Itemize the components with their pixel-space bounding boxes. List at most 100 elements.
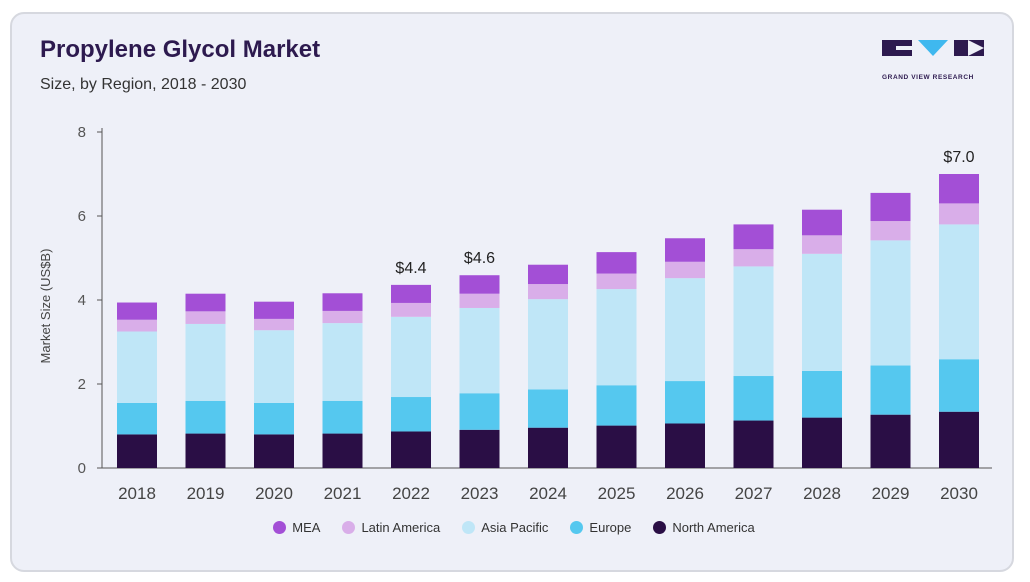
bar-segment-europe-2024 (528, 389, 568, 428)
y-tick-label: 0 (78, 460, 86, 477)
bar-segment-mea-2027 (733, 224, 774, 250)
legend-swatch (342, 521, 356, 534)
legend-item-asia-pacific: Asia Pacific (462, 520, 548, 535)
bar-segment-north-america-2029 (870, 414, 911, 468)
bar-segment-asia-pacific-2028 (802, 253, 842, 371)
x-tick-label-2029: 2029 (872, 484, 910, 503)
legend-label: Latin America (361, 520, 441, 535)
legend-item-north-america: North America (653, 520, 755, 535)
bar-segment-latin-america-2022 (391, 302, 431, 317)
chart-subtitle: Size, by Region, 2018 - 2030 (40, 76, 247, 93)
data-label-2022: $4.4 (395, 260, 426, 277)
x-tick-label-2022: 2022 (392, 484, 430, 503)
bar-segment-europe-2029 (870, 365, 911, 415)
bar-segment-north-america-2018 (117, 434, 157, 468)
bar-segment-north-america-2026 (665, 423, 705, 468)
bar-segment-mea-2023 (459, 275, 500, 294)
legend-swatch (462, 521, 476, 534)
bar-segment-europe-2020 (254, 402, 294, 435)
bar-segment-latin-america-2030 (939, 203, 979, 225)
chart-card: Propylene Glycol Market Size, by Region,… (10, 12, 1014, 572)
bar-segment-latin-america-2026 (665, 261, 705, 279)
bar-segment-asia-pacific-2030 (939, 224, 979, 360)
bar-segment-europe-2022 (391, 397, 431, 432)
x-tick-label-2018: 2018 (118, 484, 156, 503)
bar-segment-asia-pacific-2023 (459, 307, 500, 394)
x-tick-label-2030: 2030 (940, 484, 978, 503)
bar-segment-europe-2023 (459, 393, 500, 430)
x-tick-label-2025: 2025 (598, 484, 636, 503)
bar-segment-mea-2019 (185, 293, 226, 312)
x-tick-label-2023: 2023 (461, 484, 499, 503)
y-axis-label: Market Size (US$B) (38, 249, 53, 364)
bar-segment-europe-2028 (802, 370, 842, 418)
legend-label: Asia Pacific (481, 520, 549, 535)
bar-segment-asia-pacific-2019 (185, 323, 226, 401)
bar-segment-mea-2024 (528, 264, 568, 285)
bar-segment-asia-pacific-2026 (665, 278, 705, 382)
chart-legend: MEA Latin America Asia Pacific Europe North … (12, 520, 1016, 535)
bar-segment-asia-pacific-2018 (117, 331, 157, 403)
logo-icon (882, 40, 984, 56)
bar-segment-asia-pacific-2025 (596, 289, 637, 386)
x-tick-label-2028: 2028 (803, 484, 841, 503)
x-tick-label-2019: 2019 (187, 484, 225, 503)
bar-segment-north-america-2027 (733, 420, 774, 468)
x-tick-label-2026: 2026 (666, 484, 704, 503)
bar-segment-north-america-2019 (185, 433, 226, 468)
bar-segment-mea-2025 (596, 252, 637, 274)
bar-segment-asia-pacific-2021 (322, 323, 363, 401)
bar-segment-mea-2026 (665, 238, 705, 262)
bar-segment-asia-pacific-2027 (733, 266, 774, 377)
bar-segment-mea-2030 (939, 174, 979, 204)
bar-segment-europe-2025 (596, 385, 637, 426)
bar-segment-mea-2028 (802, 209, 842, 236)
bar-segment-latin-america-2028 (802, 235, 842, 254)
logo-text: GRAND VIEW RESEARCH (882, 74, 974, 81)
bar-segment-asia-pacific-2024 (528, 299, 568, 390)
bar-segment-asia-pacific-2029 (870, 240, 911, 366)
bar-segment-north-america-2020 (254, 434, 294, 468)
bar-segment-latin-america-2029 (870, 221, 911, 241)
y-tick-label: 8 (78, 124, 86, 141)
stacked-bar-chart: 0 2 4 6 8 Market Size (US$B) 2018 2019 2020 2021 2… (38, 124, 992, 503)
y-tick-label: 4 (78, 292, 86, 309)
legend-label: Europe (589, 520, 632, 535)
data-label-2023: $4.6 (464, 250, 495, 267)
y-tick-label: 6 (78, 208, 86, 225)
legend-item-europe: Europe (570, 520, 631, 535)
legend-label: MEA (292, 520, 321, 535)
legend-swatch (570, 521, 584, 534)
grand-view-research-logo: GRAND VIEW RESEARCH (882, 40, 986, 84)
x-tick-label-2027: 2027 (735, 484, 773, 503)
bar-segment-europe-2019 (185, 400, 226, 434)
bar-segment-latin-america-2019 (185, 311, 226, 324)
bar-segment-latin-america-2027 (733, 249, 774, 267)
bar-segment-north-america-2025 (596, 425, 637, 468)
x-tick-label-2021: 2021 (324, 484, 362, 503)
bar-segment-europe-2026 (665, 381, 705, 424)
bar-segment-north-america-2030 (939, 411, 979, 468)
chart-title: Propylene Glycol Market (40, 36, 321, 63)
y-tick-label: 2 (78, 376, 86, 393)
bar-segment-asia-pacific-2020 (254, 330, 294, 403)
bar-segment-mea-2022 (391, 284, 431, 303)
bar-segment-mea-2021 (322, 293, 363, 311)
bar-segment-europe-2030 (939, 359, 979, 412)
data-label-2030: $7.0 (943, 149, 974, 166)
legend-item-mea: MEA (273, 520, 320, 535)
bar-segment-asia-pacific-2022 (391, 316, 431, 398)
bar-segment-europe-2018 (117, 402, 157, 435)
bar-segment-latin-america-2021 (322, 310, 363, 324)
bar-segment-north-america-2023 (459, 429, 500, 468)
legend-swatch (273, 521, 287, 534)
bar-segment-mea-2018 (117, 302, 157, 320)
x-tick-label-2024: 2024 (529, 484, 567, 503)
bar-segment-north-america-2022 (391, 431, 431, 468)
bar-segment-europe-2021 (322, 400, 363, 434)
legend-label: North America (672, 520, 755, 535)
bar-segment-latin-america-2018 (117, 319, 157, 332)
bar-segment-north-america-2028 (802, 417, 842, 468)
legend-swatch (653, 521, 667, 534)
bar-segment-latin-america-2024 (528, 284, 568, 300)
